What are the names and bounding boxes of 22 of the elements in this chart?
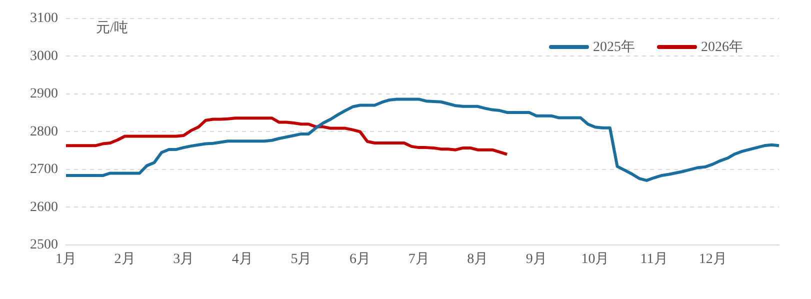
x-tick-label: 8月 — [467, 252, 488, 268]
y-tick-label: 2900 — [30, 86, 58, 102]
y-tick-label: 3000 — [30, 48, 58, 64]
x-tick-label: 9月 — [526, 252, 547, 268]
x-tick-label: 6月 — [350, 252, 371, 268]
x-tick-label: 7月 — [408, 252, 430, 268]
y-tick-label: 3100 — [30, 11, 58, 26]
x-tick-label: 10月 — [581, 252, 610, 268]
x-tick-label: 11月 — [640, 252, 668, 268]
y-tick-label: 2600 — [30, 200, 58, 215]
x-tick-label: 1月 — [56, 252, 76, 268]
x-tick-label: 5月 — [290, 252, 312, 268]
y-tick-label: 2700 — [30, 162, 58, 178]
x-tick-label: 3月 — [173, 252, 194, 268]
y-tick-label: 2800 — [30, 124, 58, 140]
x-tick-label: 2月 — [114, 252, 136, 268]
legend-label: 2025年 — [593, 38, 635, 56]
x-tick-label: 12月 — [698, 252, 727, 268]
y-axis-title: 元/吨 — [96, 20, 128, 36]
y-tick-label: 2500 — [30, 238, 58, 253]
x-tick-label: 4月 — [232, 252, 253, 268]
legend-label: 2026年 — [701, 38, 743, 56]
